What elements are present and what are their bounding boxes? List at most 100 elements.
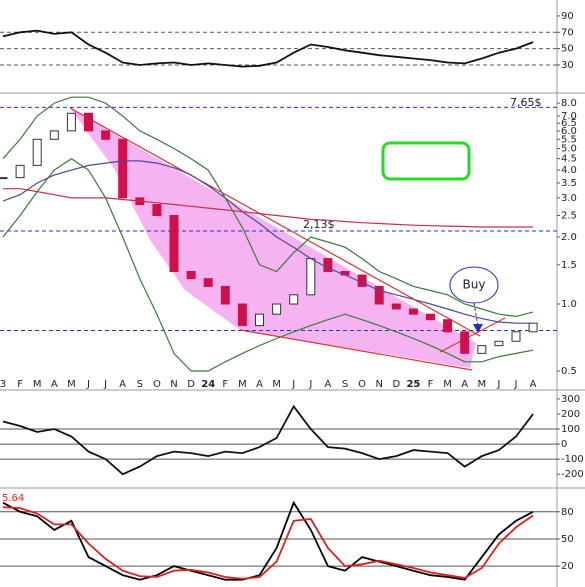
indicator-line — [3, 188, 534, 228]
y-tick-label: 70 — [561, 27, 574, 38]
y-tick-label: 90 — [561, 11, 574, 22]
candle — [391, 303, 401, 310]
x-tick-label: O — [358, 379, 366, 390]
y-tick-label: -200 — [561, 469, 584, 480]
indicator-line — [2, 157, 534, 372]
indicator-line — [2, 404, 534, 476]
x-tick-label: J — [291, 379, 295, 390]
x-tick-label: 24 — [201, 379, 215, 390]
candle — [255, 313, 264, 327]
candle — [49, 130, 59, 140]
trend-line — [439, 317, 506, 353]
x-tick-label: A — [51, 379, 58, 390]
y-tick-label: 2.0 — [561, 232, 577, 243]
x-tick-label: A — [256, 379, 263, 390]
y-tick-label: 1.5 — [561, 260, 577, 271]
candle — [511, 331, 521, 342]
x-tick-label: D — [187, 379, 195, 390]
y-tick-label: 30 — [561, 60, 574, 71]
y-tick-label: 0 — [561, 439, 567, 450]
y-tick-label: 50 — [561, 534, 574, 545]
wedge-pattern — [70, 108, 476, 368]
buy-arrow — [473, 302, 479, 327]
y-tick-label: 0.5 — [561, 366, 577, 377]
candle — [443, 319, 453, 333]
candle — [237, 303, 247, 327]
candle — [323, 258, 333, 273]
candle — [477, 345, 487, 354]
candle — [15, 164, 25, 179]
x-tick-label: M — [477, 379, 486, 390]
x-tick-label: A — [119, 379, 126, 390]
y-tick-label: 200 — [561, 409, 580, 420]
x-tick-label: 3 — [0, 379, 6, 390]
y-tick-label: 7.0 — [561, 111, 577, 122]
x-tick-label: F — [222, 379, 228, 390]
x-tick-label: J — [496, 379, 500, 390]
indicator-line — [2, 500, 534, 581]
y-tick-label: 100 — [561, 424, 580, 435]
candle — [32, 138, 42, 166]
x-tick-label: J — [86, 379, 90, 390]
candle — [118, 138, 128, 199]
y-tick-label: 50 — [561, 44, 574, 55]
y-tick-label: 80 — [561, 507, 574, 518]
x-tick-label: F — [17, 379, 23, 390]
y-tick-label: 4.5 — [561, 154, 577, 165]
indicator-value: 5.64 — [2, 493, 24, 504]
candle — [66, 112, 76, 132]
candle — [203, 278, 213, 287]
x-tick-label: J — [514, 379, 518, 390]
x-tick-label: M — [33, 379, 42, 390]
y-tick-label: 8.0 — [561, 98, 577, 109]
x-tick-label: J — [308, 379, 312, 390]
x-tick-label: A — [324, 379, 331, 390]
x-tick-label: M — [443, 379, 452, 390]
x-tick-label: J — [103, 379, 107, 390]
candle — [460, 331, 470, 354]
y-tick-label: -100 — [561, 454, 584, 465]
x-tick-label: S — [342, 379, 348, 390]
x-tick-label: N — [375, 379, 382, 390]
y-tick-label: 3.0 — [561, 193, 577, 204]
target-box — [381, 141, 471, 181]
candle — [101, 130, 111, 140]
candle — [494, 340, 504, 347]
y-tick-label: 6.0 — [561, 126, 577, 137]
y-tick-label: 5.5 — [561, 134, 577, 145]
trend-line — [69, 107, 481, 337]
candle — [306, 258, 316, 296]
candle — [220, 285, 230, 305]
indicator-line — [2, 160, 534, 324]
candle — [289, 294, 299, 305]
candle — [169, 214, 179, 273]
annotation: 2,13$ — [303, 218, 335, 231]
y-tick-label: 300 — [561, 394, 580, 405]
x-tick-label: 25 — [406, 379, 420, 390]
candle — [0, 177, 8, 180]
y-tick-label: 4.0 — [561, 165, 577, 176]
candle — [152, 204, 162, 216]
x-tick-label: A — [530, 379, 537, 390]
x-tick-label: D — [392, 379, 400, 390]
candle — [374, 285, 384, 305]
y-tick-label: 20 — [561, 561, 574, 572]
x-tick-label: O — [153, 379, 161, 390]
x-tick-label: M — [67, 379, 76, 390]
indicator-line — [2, 506, 534, 580]
candle — [186, 271, 196, 280]
y-tick-label: 2.5 — [561, 210, 577, 221]
candle — [426, 313, 435, 321]
y-tick-label: 1.0 — [561, 299, 577, 310]
annotation: 7,65$ — [510, 96, 542, 109]
y-tick-label: 6.5 — [561, 118, 577, 129]
trend-line — [239, 329, 473, 371]
x-tick-label: S — [137, 379, 143, 390]
x-tick-label: F — [428, 379, 434, 390]
annotation: Buy — [463, 278, 486, 292]
candle — [528, 322, 538, 333]
y-tick-label: 3.5 — [561, 178, 577, 189]
candle — [84, 112, 93, 132]
x-tick-label: M — [272, 379, 281, 390]
